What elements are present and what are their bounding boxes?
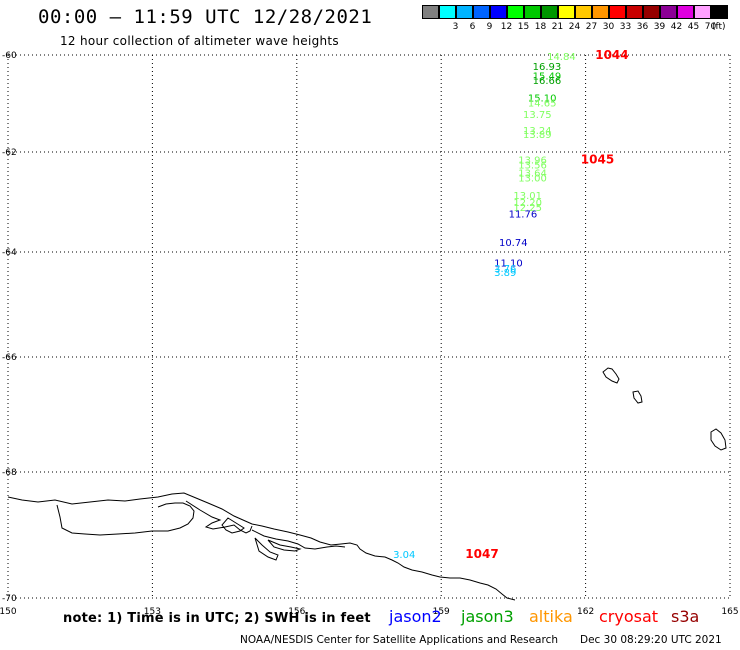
pass-number: 1045 <box>581 153 614 167</box>
legend-label: (ft) <box>712 22 726 32</box>
wave-height-value: 13.56 <box>518 161 547 172</box>
legend-label: 30 <box>602 22 615 32</box>
legend-swatch <box>575 5 592 19</box>
satellite-name: cryosat <box>599 607 659 626</box>
legend-swatch <box>439 5 456 19</box>
wave-height-value: 13.96 <box>518 156 547 167</box>
legend-swatch <box>609 5 626 19</box>
wave-height-value: 15.10 <box>528 94 557 105</box>
legend-label: 27 <box>585 22 598 32</box>
legend-label: 42 <box>670 22 683 32</box>
satellite-name: s3a <box>671 607 700 626</box>
axis-labels: -60 -62 -64 -66 -68 -70 150 153 156 159 162 165 <box>0 51 739 617</box>
legend-label: 70 <box>704 22 717 32</box>
longitude-tick-label: 156 <box>288 607 305 617</box>
wave-height-value: 3.89 <box>494 268 516 279</box>
map-title: 00:00 – 11:59 UTC 12/28/2021 <box>38 6 373 28</box>
legend-label: 24 <box>568 22 581 32</box>
island-2 <box>632 390 643 404</box>
map-subtitle: 12 hour collection of altimeter wave hei… <box>60 34 339 48</box>
wave-height-value: 11.76 <box>509 210 538 221</box>
wave-height-value: 3.04 <box>393 550 415 561</box>
legend-swatch <box>677 5 694 19</box>
coastline <box>7 367 727 601</box>
legend-swatch <box>592 5 609 19</box>
wave-height-value: 12.25 <box>513 203 542 214</box>
wave-height-value: 16.93 <box>533 62 562 73</box>
legend-swatch <box>643 5 660 19</box>
legend-label: 3 <box>452 22 459 32</box>
legend-swatch <box>473 5 490 19</box>
legend-label: 39 <box>653 22 666 32</box>
wave-height-value: 10.74 <box>499 238 528 249</box>
wave-height-value: 12.20 <box>513 198 542 209</box>
wave-height-value: 14.65 <box>528 99 557 110</box>
wave-height-value: 13.01 <box>513 191 542 202</box>
satellite-name: jason2 <box>389 607 442 626</box>
wave-height-value: 13.24 <box>523 126 552 137</box>
graticule <box>7 54 731 599</box>
legend-swatch <box>626 5 643 19</box>
wave-height-value: 13.00 <box>518 174 547 185</box>
satellite-name: altika <box>529 607 573 626</box>
legend-label: 45 <box>687 22 700 32</box>
legend-label: 15 <box>517 22 530 32</box>
wave-height-value: 16.66 <box>533 76 562 87</box>
longitude-tick-label: 159 <box>433 607 450 617</box>
wave-height-value: 13.89 <box>523 130 552 141</box>
latitude-tick-label: -70 <box>2 594 17 604</box>
legend-label: 36 <box>636 22 649 32</box>
legend-swatch <box>711 5 728 19</box>
longitude-tick-label: 150 <box>0 607 17 617</box>
pass-number: 1044 <box>595 48 628 62</box>
credit-text: NOAA/NESDIS Center for Satellite Applica… <box>240 634 558 646</box>
latitude-tick-label: -68 <box>2 468 17 478</box>
wave-height-value: 14.84 <box>547 52 576 63</box>
wave-height-value: 13.75 <box>523 110 552 121</box>
legend-swatch <box>507 5 524 19</box>
latitude-tick-label: -64 <box>2 248 17 258</box>
antarctic-coastline <box>7 492 516 601</box>
legend-label: 6 <box>469 22 476 32</box>
island-3 <box>710 428 727 451</box>
island-1 <box>602 367 620 384</box>
wave-height-value: 15.49 <box>533 71 562 82</box>
legend-swatch <box>422 5 439 19</box>
latitude-tick-label: -66 <box>2 353 17 363</box>
legend-swatch <box>490 5 507 19</box>
legend-label: 18 <box>534 22 547 32</box>
generated-timestamp: Dec 30 08:29:20 UTC 2021 <box>580 634 722 646</box>
wave-height-value: 3.76 <box>494 264 516 275</box>
legend-label: 12 <box>500 22 513 32</box>
longitude-tick-label: 165 <box>721 607 738 617</box>
legend-swatch <box>456 5 473 19</box>
satellite-name: jason3 <box>461 607 514 626</box>
legend-swatch <box>660 5 677 19</box>
legend-label: 21 <box>551 22 564 32</box>
wave-height-value: 13.64 <box>518 169 547 180</box>
latitude-tick-label: -62 <box>2 148 17 158</box>
latitude-tick-label: -60 <box>2 51 17 61</box>
legend-label: 33 <box>619 22 632 32</box>
pass-number-labels: 1044 1045 1047 <box>465 48 628 561</box>
legend-swatch <box>558 5 575 19</box>
legend-swatch <box>541 5 558 19</box>
legend-label: 9 <box>486 22 493 32</box>
footnote: note: 1) Time is in UTC; 2) SWH is in fe… <box>63 611 371 626</box>
legend-swatch <box>694 5 711 19</box>
longitude-tick-label: 162 <box>577 607 594 617</box>
longitude-tick-label: 153 <box>144 607 161 617</box>
wave-height-value: 11.10 <box>494 259 523 270</box>
pass-number: 1047 <box>465 547 498 561</box>
legend-swatch <box>524 5 541 19</box>
